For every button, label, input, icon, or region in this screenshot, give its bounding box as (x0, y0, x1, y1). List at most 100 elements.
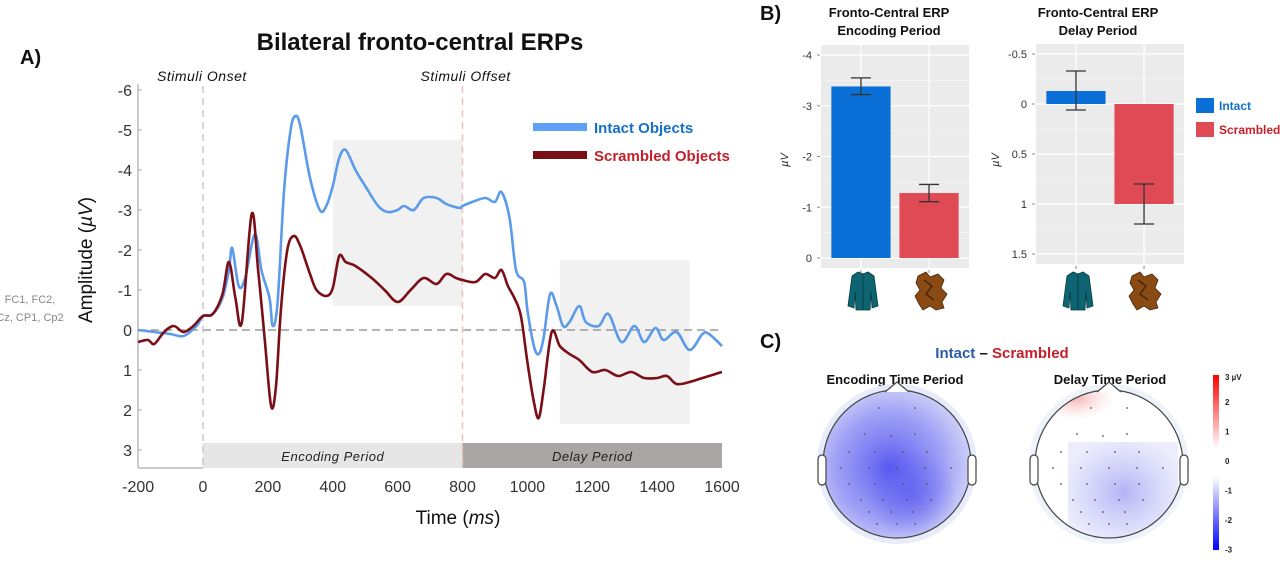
legend-item-intact: Intact (1196, 98, 1251, 113)
y-tick-label: -0.5 (1008, 49, 1027, 61)
electrode-dot (914, 433, 916, 435)
electrode-dot (890, 511, 892, 513)
electrode-dot (1086, 483, 1088, 485)
electrode-dot (950, 467, 952, 469)
electrode-dot (1114, 483, 1116, 485)
bar-intact (831, 86, 891, 258)
legend-swatch (533, 151, 587, 159)
electrode-dot (1060, 483, 1062, 485)
electrode-dot (1126, 407, 1128, 409)
electrode-dot (868, 511, 870, 513)
y-tick-label: -4 (802, 50, 812, 62)
electrode-dot (930, 499, 932, 501)
electrode-dot (926, 483, 928, 485)
electrode-dot (874, 483, 876, 485)
electrode-dot (868, 467, 870, 469)
electrode-dot (840, 467, 842, 469)
electrode-dot (1136, 467, 1138, 469)
jacket-icon (1062, 271, 1094, 311)
electrode-dot (902, 483, 904, 485)
electrode-dot (882, 499, 884, 501)
legend-swatch-scrambled (1196, 122, 1214, 137)
event-label: Stimuli Onset (157, 68, 247, 84)
electrode-dot (864, 433, 866, 435)
x-tick-label: 600 (384, 479, 411, 496)
electrode-dot (874, 451, 876, 453)
electrode-dot (1102, 511, 1104, 513)
x-tick-label: 1600 (704, 479, 740, 496)
y-tick-label: -5 (118, 123, 132, 140)
topo-encoding-title: Encoding Time Period (826, 372, 963, 387)
erp-series (137, 114, 723, 420)
electrode-dot (1080, 467, 1082, 469)
electrode-dot (1142, 499, 1144, 501)
bar-chart-title: Fronto-Central ERP (829, 5, 950, 20)
y-tick-label: -3 (802, 101, 812, 113)
y-tick-label: -1 (802, 202, 812, 214)
x-tick-label: -200 (122, 479, 154, 496)
bar-chart-subtitle: Encoding Period (837, 23, 940, 38)
y-tick-label: 1 (1021, 199, 1027, 211)
series-line-scrambled (137, 211, 723, 420)
period-bar (462, 443, 722, 468)
bar-y-axis-label: µV (779, 152, 791, 167)
electrode-dot (1138, 451, 1140, 453)
bar-chart-subtitle: Delay Period (1059, 23, 1138, 38)
erp-legend: Intact Objects Scrambled Objects (533, 120, 730, 165)
electrode-dot (1076, 433, 1078, 435)
x-tick-label: 400 (319, 479, 346, 496)
electrode-dot (1124, 511, 1126, 513)
nose-icon (1096, 381, 1122, 393)
y-tick-label: 0 (1021, 99, 1027, 111)
panel-a-label: A) (20, 47, 41, 69)
electrode-dot (1102, 435, 1104, 437)
electrode-dot (1108, 523, 1110, 525)
colorbar-top-label: 3 µV (1225, 373, 1242, 382)
electrode-dot (1060, 451, 1062, 453)
erp-chart-title: Bilateral fronto-central ERPs (257, 29, 584, 56)
x-tick-label: 0 (199, 479, 208, 496)
electrode-dot (1080, 511, 1082, 513)
bar-chart-encoding: Fronto-Central ERP Encoding Period -4 -3 -2 -… (779, 5, 969, 273)
ear-right-icon (967, 454, 977, 486)
y-tick-label: -2 (118, 243, 132, 260)
colorbar: 3 µV 2 1 0 -1 -2 -3 (1213, 373, 1242, 555)
highlight-windows (332, 140, 690, 424)
electrode-list-line2: Cz, CP1, Cp2 (0, 312, 64, 324)
bar-chart-delay: Fronto-Central ERP Delay Period -0.5 0 0.5 1 1… (990, 5, 1184, 269)
colorbar-tick-label: -1 (1225, 487, 1233, 496)
ear-left-icon (817, 454, 827, 486)
y-tick-label: 0 (806, 253, 812, 265)
panel-c-label: C) (760, 331, 781, 353)
legend-label: Scrambled Objects (594, 148, 730, 165)
electrode-list-line1: FC1, FC2, (5, 294, 56, 306)
electrode-dot (890, 435, 892, 437)
topo-field-focus (823, 390, 971, 538)
period-bar (203, 443, 463, 468)
electrode-dot (1052, 467, 1054, 469)
scrambled-object-icon (1128, 271, 1162, 311)
electrode-dot (1086, 451, 1088, 453)
erp-chart: Encoding Period Delay Period -6 -5 -4 -3 -2 -1… (118, 68, 740, 496)
legend-label-scrambled: Scrambled (1219, 123, 1280, 137)
electrode-dot (906, 499, 908, 501)
panel-b-label: B) (760, 3, 781, 25)
electrode-dot (876, 523, 878, 525)
electrode-dot (896, 467, 898, 469)
colorbar-tick-label: -3 (1225, 546, 1233, 555)
electrode-dot (926, 451, 928, 453)
x-tick-label: 800 (449, 479, 476, 496)
ear-left-icon (1029, 454, 1039, 486)
event-label: Stimuli Offset (421, 68, 512, 84)
electrode-dot (1114, 451, 1116, 453)
period-bars: Encoding Period Delay Period (203, 443, 722, 468)
y-tick-label: -3 (118, 203, 132, 220)
colorbar-gradient (1213, 375, 1219, 550)
colorbar-tick-label: -2 (1225, 516, 1233, 525)
scrambled-object-icon (914, 271, 948, 311)
bar-legend: Intact Scrambled (1196, 98, 1280, 137)
y-tick-label: 0 (123, 323, 132, 340)
electrode-dot (1108, 467, 1110, 469)
electrode-dot (1088, 523, 1090, 525)
bar-scrambled (899, 193, 959, 258)
